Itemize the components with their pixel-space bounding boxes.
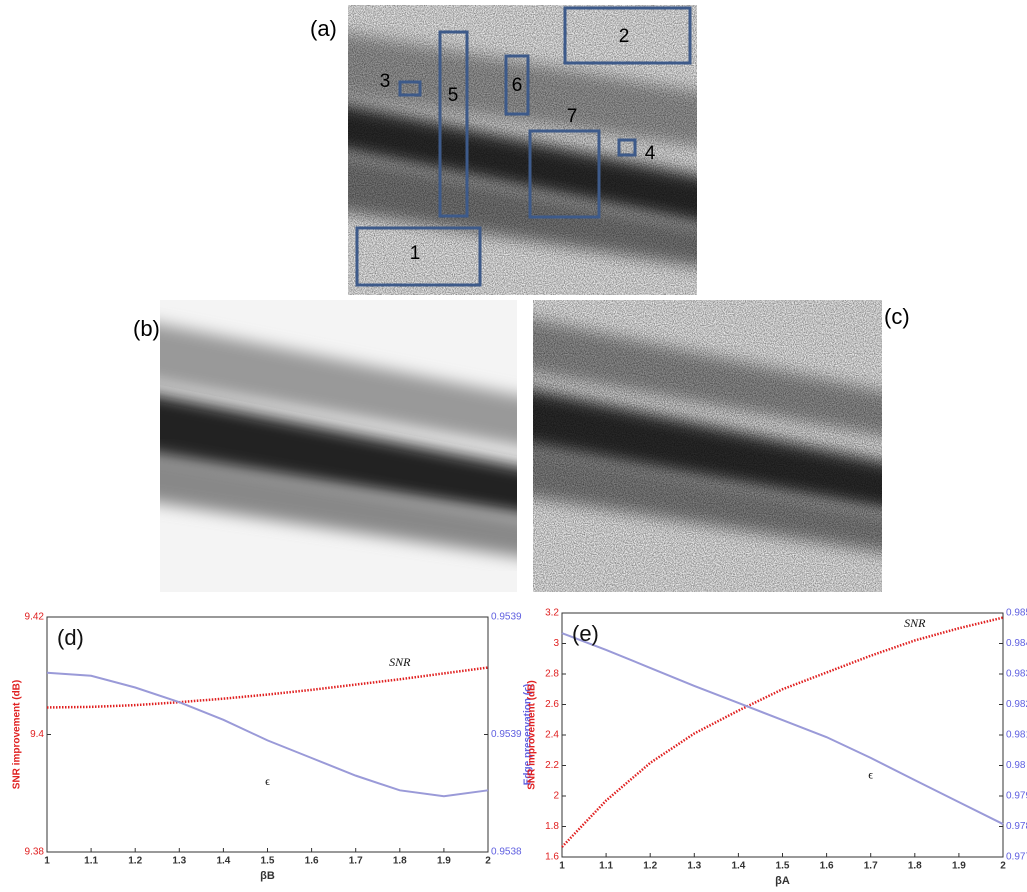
y-tick-label: 9.42	[25, 612, 45, 623]
panel-label: (a)	[310, 16, 337, 41]
y-tick-label: 3.2	[545, 608, 559, 619]
x-tick-label: 1.4	[216, 856, 230, 867]
x-tick-label: 1.4	[731, 861, 745, 872]
y-tick-label: 2.6	[545, 699, 559, 710]
x-tick-label: 1.7	[349, 856, 363, 867]
x-tick-label: 1.9	[952, 861, 966, 872]
x-tick-label: 1.2	[643, 861, 657, 872]
panel-label: (d)	[57, 625, 84, 650]
y2-tick-label: 0.98	[1006, 760, 1026, 771]
y-tick-label: 3	[553, 638, 559, 649]
x-tick-label: 1.9	[437, 856, 451, 867]
x-tick-label: 1	[559, 861, 565, 872]
y2-tick-label: 0.982	[1006, 699, 1027, 710]
x-tick-label: 1.6	[820, 861, 834, 872]
roi-box	[563, 6, 692, 65]
y2-tick-label: 0.985	[1006, 608, 1027, 619]
image-a	[348, 5, 697, 295]
roi-label: 1	[410, 243, 421, 264]
y-axis-label: SNR improvement (dB)	[12, 680, 23, 789]
x-tick-label: 1.8	[908, 861, 922, 872]
panel-label: (c)	[884, 304, 910, 329]
x-tick-label: 2	[1000, 861, 1006, 872]
x-tick-label: 1.6	[305, 856, 319, 867]
y2-tick-label: 0.981	[1006, 730, 1027, 741]
x-tick-label: 1.1	[599, 861, 613, 872]
y2-tick-label: 0.9539	[491, 612, 522, 623]
series-label: ϵ	[265, 774, 270, 788]
y-tick-label: 9.4	[30, 729, 44, 740]
y2-tick-label: 0.984	[1006, 638, 1027, 649]
y-tick-label: 2.4	[545, 730, 559, 741]
roi-box	[438, 30, 469, 218]
series-label: SNR	[904, 616, 926, 630]
y-tick-label: 1.8	[545, 821, 559, 832]
x-tick-label: 1.5	[776, 861, 790, 872]
series-line	[46, 666, 489, 709]
roi-label: 2	[619, 26, 630, 47]
series-label: SNR	[389, 655, 411, 669]
image-c	[533, 300, 882, 592]
x-tick-label: 1.8	[393, 856, 407, 867]
x-tick-label: 1.5	[261, 856, 275, 867]
roi-box	[355, 226, 482, 287]
roi-box	[398, 80, 422, 97]
panel-label: (b)	[133, 316, 160, 341]
plot-frame	[561, 612, 1004, 858]
x-tick-label: 1.3	[172, 856, 186, 867]
series-line	[561, 632, 1004, 825]
y-tick-label: 2.8	[545, 669, 559, 680]
roi-label: 6	[512, 75, 523, 96]
y2-tick-label: 0.9538	[491, 847, 522, 858]
x-tick-label: 2	[485, 856, 491, 867]
x-axis-label: βB	[260, 870, 275, 882]
roi-box	[528, 129, 601, 219]
y2-axis-label: Edge preservation (ϵ)	[523, 684, 534, 785]
x-tick-label: 1.1	[84, 856, 98, 867]
y-tick-label: 9.38	[25, 847, 45, 858]
roi-label: 3	[380, 71, 391, 92]
roi-label: 7	[567, 106, 578, 127]
y2-tick-label: 0.979	[1006, 791, 1027, 802]
x-tick-label: 1.7	[864, 861, 878, 872]
y-tick-label: 2	[553, 791, 559, 802]
x-tick-label: 1	[44, 856, 50, 867]
x-axis-label: βA	[775, 875, 790, 887]
image-b	[160, 300, 517, 592]
roi-box	[504, 54, 530, 116]
y2-tick-label: 0.983	[1006, 669, 1027, 680]
roi-label: 5	[448, 85, 459, 106]
y-tick-label: 2.2	[545, 760, 559, 771]
y-axis-label: SNR improvement (dB)	[527, 680, 538, 789]
y-tick-label: 1.6	[545, 852, 559, 863]
panel-label: (e)	[572, 621, 599, 646]
y2-tick-label: 0.978	[1006, 821, 1027, 832]
plot-frame	[46, 616, 489, 853]
x-tick-label: 1.2	[128, 856, 142, 867]
y2-tick-label: 0.977	[1006, 852, 1027, 863]
series-line	[46, 671, 489, 798]
x-tick-label: 1.3	[687, 861, 701, 872]
y2-tick-label: 0.9539	[491, 729, 522, 740]
roi-label: 4	[645, 143, 656, 164]
series-line	[561, 616, 1004, 848]
series-label: ϵ	[868, 768, 873, 782]
roi-box	[617, 138, 637, 157]
